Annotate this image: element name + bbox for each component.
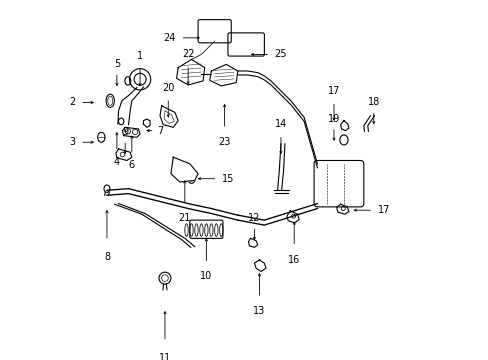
Text: 20: 20 — [162, 82, 174, 93]
Text: 24: 24 — [163, 33, 176, 43]
Text: 21: 21 — [178, 213, 191, 224]
Text: 3: 3 — [69, 137, 75, 147]
Polygon shape — [176, 59, 204, 85]
Polygon shape — [160, 106, 178, 127]
Text: 23: 23 — [218, 137, 230, 147]
Text: 9: 9 — [122, 127, 128, 137]
Text: 7: 7 — [157, 126, 163, 136]
Text: 15: 15 — [221, 174, 234, 184]
Text: 13: 13 — [253, 306, 265, 316]
Text: 25: 25 — [274, 49, 286, 59]
Text: 11: 11 — [159, 353, 171, 360]
Text: 8: 8 — [103, 252, 110, 262]
Text: 16: 16 — [287, 255, 300, 265]
Text: 17: 17 — [327, 86, 340, 96]
Text: 12: 12 — [248, 213, 260, 224]
Text: 2: 2 — [69, 98, 75, 108]
Text: 17: 17 — [377, 205, 389, 215]
Text: 22: 22 — [182, 49, 194, 59]
Polygon shape — [171, 157, 198, 182]
Text: 4: 4 — [114, 157, 120, 167]
Text: 6: 6 — [128, 161, 135, 170]
Text: 18: 18 — [367, 98, 379, 108]
Text: 5: 5 — [114, 59, 120, 69]
Text: 14: 14 — [274, 119, 286, 129]
Text: 1: 1 — [137, 51, 143, 61]
Polygon shape — [209, 64, 237, 86]
Text: 19: 19 — [327, 114, 340, 124]
Text: 10: 10 — [200, 271, 212, 282]
